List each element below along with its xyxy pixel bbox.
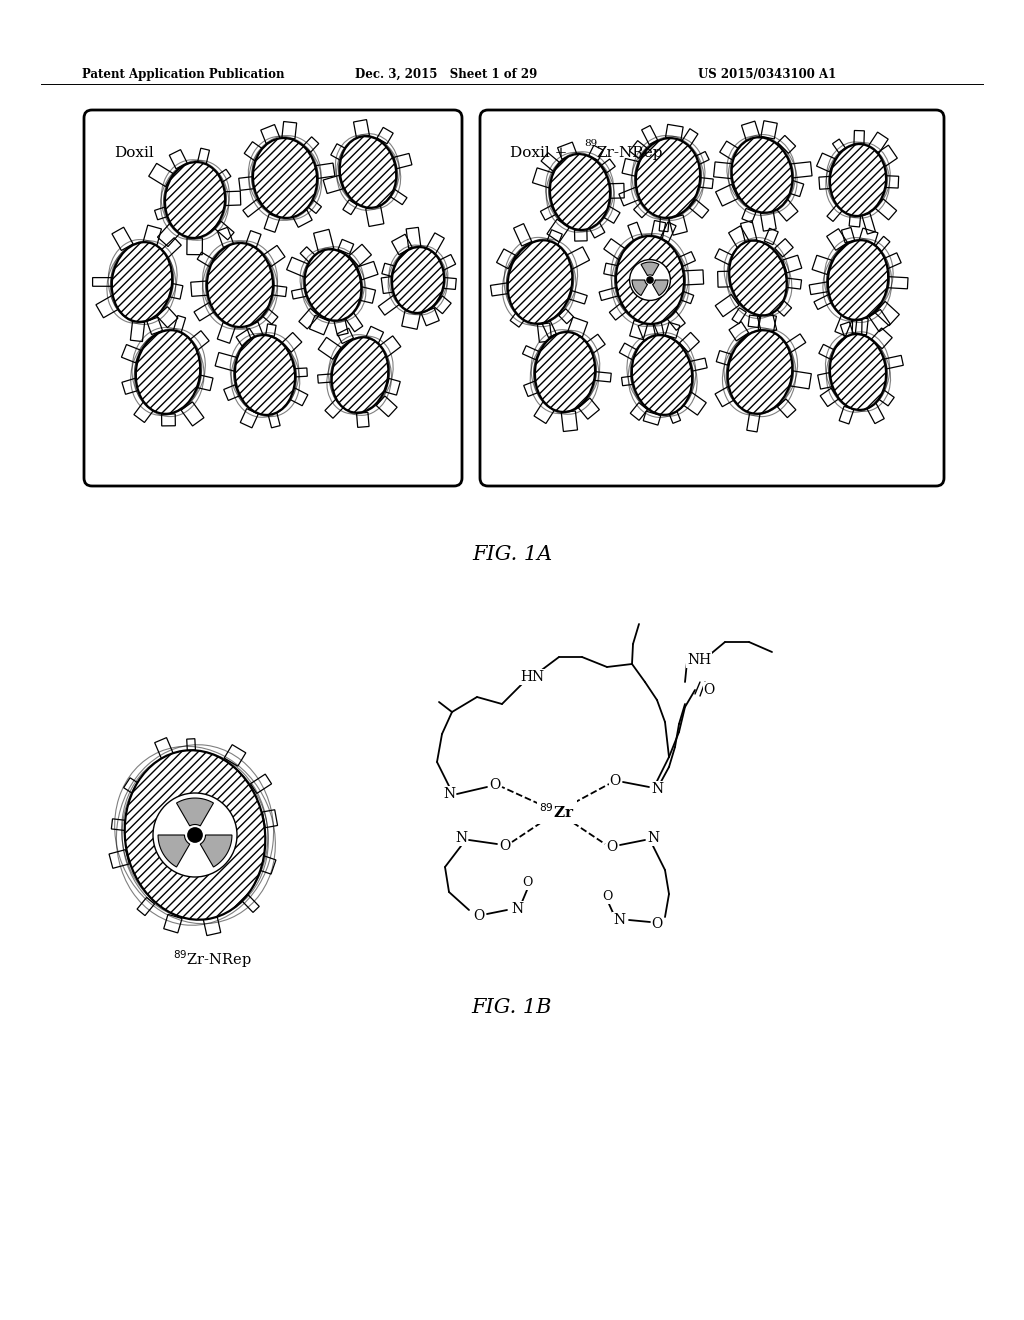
Text: HN: HN — [520, 671, 544, 684]
Text: 89: 89 — [584, 139, 597, 148]
Text: $^{89}$Zr: $^{89}$Zr — [540, 803, 574, 821]
Text: NH: NH — [687, 653, 711, 667]
Text: O: O — [703, 682, 715, 697]
Text: FIG. 1B: FIG. 1B — [472, 998, 552, 1016]
Ellipse shape — [125, 750, 265, 920]
Text: Zr-NRep: Zr-NRep — [596, 147, 663, 160]
Text: N: N — [511, 902, 523, 916]
Ellipse shape — [508, 240, 572, 323]
Polygon shape — [632, 280, 647, 296]
Circle shape — [630, 260, 671, 301]
Ellipse shape — [535, 333, 595, 412]
Polygon shape — [176, 799, 213, 826]
Text: O: O — [606, 840, 617, 854]
Circle shape — [187, 828, 203, 843]
Text: O: O — [651, 917, 663, 931]
Polygon shape — [652, 280, 668, 296]
Ellipse shape — [829, 144, 886, 216]
Ellipse shape — [304, 249, 361, 321]
Text: N: N — [647, 832, 659, 845]
Text: Patent Application Publication: Patent Application Publication — [82, 69, 285, 81]
Ellipse shape — [112, 242, 172, 322]
Text: O: O — [500, 840, 511, 853]
Ellipse shape — [632, 335, 692, 414]
Text: O: O — [602, 891, 612, 903]
Polygon shape — [641, 263, 659, 276]
Ellipse shape — [165, 162, 225, 238]
Text: O: O — [473, 909, 484, 923]
Ellipse shape — [636, 139, 700, 218]
Text: Dec. 3, 2015   Sheet 1 of 29: Dec. 3, 2015 Sheet 1 of 29 — [355, 69, 538, 81]
Text: O: O — [489, 777, 501, 792]
FancyBboxPatch shape — [84, 110, 462, 486]
Ellipse shape — [550, 154, 610, 230]
Ellipse shape — [616, 236, 684, 323]
Text: $^{89}$Zr-NRep: $^{89}$Zr-NRep — [173, 948, 252, 970]
Ellipse shape — [207, 243, 273, 327]
Ellipse shape — [332, 338, 388, 413]
Text: N: N — [651, 781, 664, 796]
Text: FIG. 1A: FIG. 1A — [472, 545, 552, 564]
Text: N: N — [443, 787, 455, 801]
Polygon shape — [158, 836, 189, 867]
Text: O: O — [609, 774, 621, 788]
Circle shape — [153, 793, 237, 876]
FancyBboxPatch shape — [480, 110, 944, 486]
Ellipse shape — [827, 240, 888, 319]
Ellipse shape — [253, 139, 317, 218]
Text: O: O — [522, 876, 532, 890]
Ellipse shape — [728, 330, 793, 413]
Text: Doxil: Doxil — [114, 147, 154, 160]
Text: N: N — [613, 913, 625, 927]
Ellipse shape — [136, 330, 201, 414]
Polygon shape — [201, 836, 232, 867]
Ellipse shape — [829, 334, 886, 411]
Ellipse shape — [340, 136, 396, 207]
Ellipse shape — [729, 240, 786, 315]
Ellipse shape — [234, 335, 295, 414]
Text: N: N — [455, 832, 467, 845]
Circle shape — [646, 276, 654, 284]
Text: Doxil +: Doxil + — [510, 147, 572, 160]
Text: US 2015/0343100 A1: US 2015/0343100 A1 — [698, 69, 837, 81]
Ellipse shape — [731, 137, 793, 213]
Ellipse shape — [392, 247, 444, 313]
